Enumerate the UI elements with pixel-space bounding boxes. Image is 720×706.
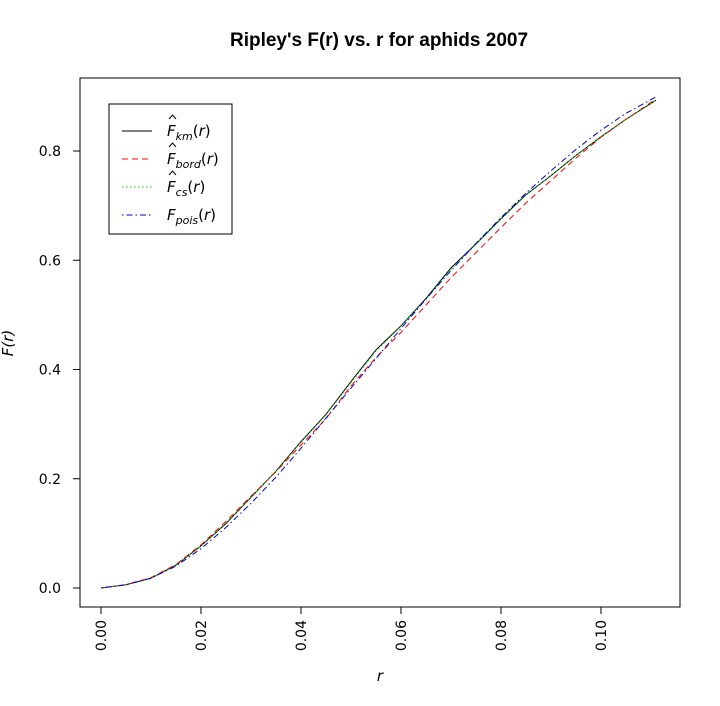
legend-box: [108, 103, 233, 235]
legend-hat: [168, 170, 177, 176]
x-axis-label: r: [377, 667, 384, 685]
y-tick-label: 0.6: [39, 253, 61, 269]
legend-label: Fpois(r): [167, 206, 216, 227]
series-line-3: [100, 96, 657, 589]
y-tick-label: 0.0: [39, 581, 61, 597]
legend-label: Fkm(r): [167, 122, 211, 143]
y-tick-label: 0.4: [39, 363, 61, 379]
legend-label: Fbord(r): [167, 150, 219, 171]
x-tick-label: 0.06: [394, 620, 410, 651]
x-tick-label: 0.02: [194, 620, 210, 651]
x-tick-label: 0.08: [494, 620, 510, 651]
x-tick-label: 0.04: [294, 620, 310, 651]
y-tick-label: 0.2: [39, 472, 61, 488]
x-tick-label: 0.00: [94, 620, 110, 651]
axes: 0.0 0.2 0.4 0.6 0.8 0.00 0.02 0.04 0.06 0.08 0.10: [39, 77, 681, 651]
series-line-1: [100, 98, 657, 589]
x-tick-label: 0.10: [594, 620, 610, 651]
legend-label: Fcs(r): [167, 178, 205, 199]
legend-hat: [168, 142, 177, 148]
y-tick-label: 0.8: [39, 144, 61, 160]
legend-hat: [168, 114, 177, 120]
series-line-2: [100, 99, 657, 589]
plot-frame: [79, 77, 681, 608]
plot-area: [100, 96, 657, 589]
chart-title: Ripley's F(r) vs. r for aphids 2007: [230, 30, 528, 51]
legend: Fkm(r) Fbord(r) Fcs(r) Fpois(r): [108, 103, 233, 235]
y-axis-label: F(r): [0, 330, 17, 357]
